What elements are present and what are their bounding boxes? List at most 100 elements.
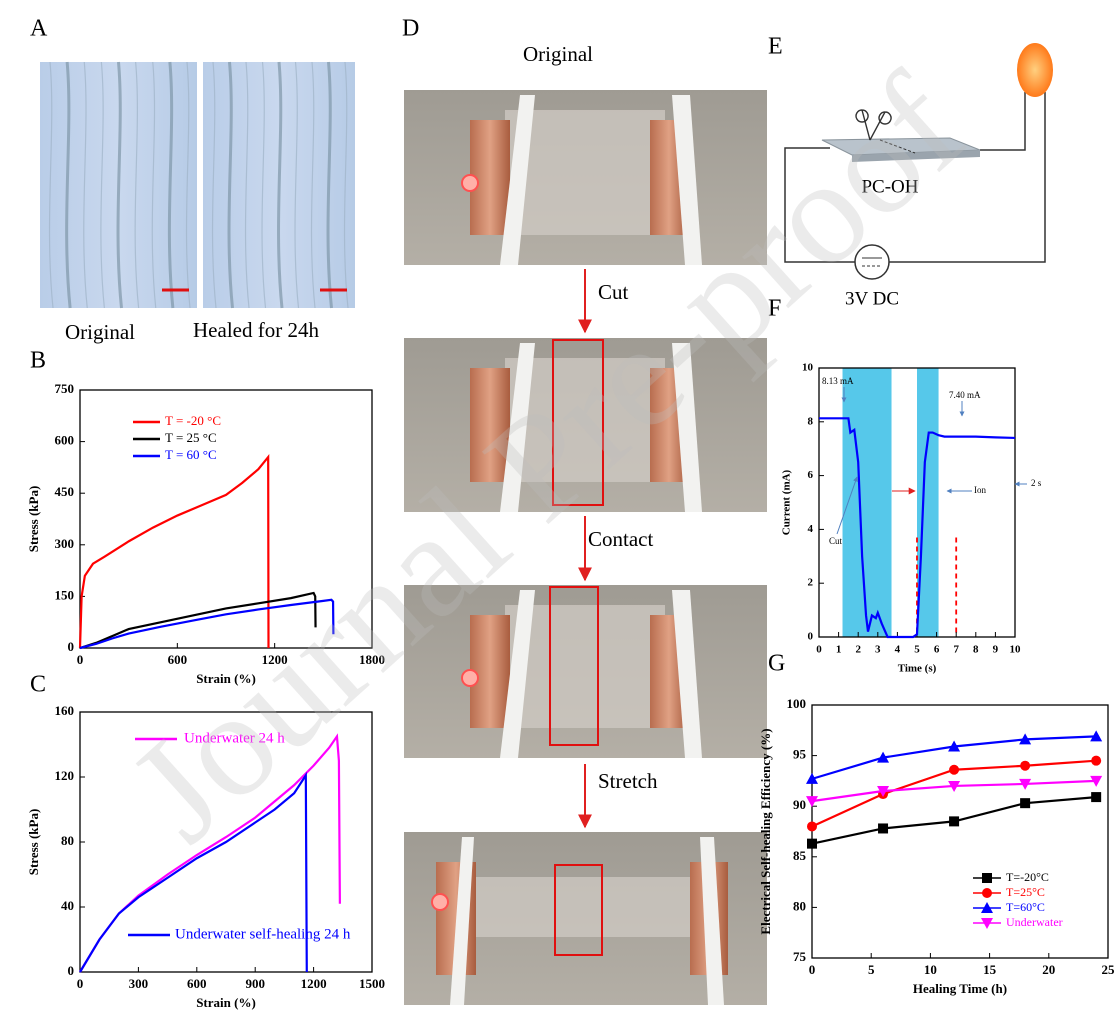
marker: [949, 765, 959, 775]
y-axis-label: Current (mA): [781, 469, 793, 535]
plot-frame: [812, 705, 1108, 958]
legend-label: T=25°C: [1006, 885, 1045, 899]
panel-label: E: [768, 34, 783, 60]
y-tick-label: 450: [55, 484, 75, 499]
marker: [982, 873, 992, 883]
x-tick-label: 15: [983, 962, 997, 977]
x-axis-label: Healing Time (h): [913, 981, 1007, 996]
x-tick-label: 300: [129, 976, 149, 991]
x-tick-label: 0: [77, 976, 84, 991]
x-tick-label: 1200: [301, 976, 327, 991]
x-tick-label: 900: [245, 976, 265, 991]
panel-label: C: [30, 672, 46, 698]
caption: Healed for 24h: [193, 318, 319, 342]
led: [462, 670, 478, 686]
annotation: 8.13 mA: [822, 376, 854, 386]
panel-label: A: [30, 16, 48, 42]
chart: 0 1 2 3 4 5 6 7 8 9 10 0 2 4 6 8 10 Time (s) Current (mA) 8…: [781, 362, 1042, 675]
marker: [1091, 756, 1101, 766]
y-axis-label: Stress (kPa): [26, 486, 41, 553]
y-tick-label: 0: [68, 639, 75, 654]
y-axis-label: Electrical Self-healing Efficiency (%): [758, 728, 773, 934]
legend-label: T=60°C: [1006, 900, 1045, 914]
y-tick-label: 600: [55, 433, 75, 448]
legend-label: T = -20 °C: [165, 413, 221, 428]
annotation: Cut: [829, 536, 843, 546]
annotation: Ion: [974, 485, 986, 495]
legend-label: T = 60 °C: [165, 447, 217, 462]
y-tick-label: 750: [55, 381, 75, 396]
x-tick-label: 600: [168, 652, 188, 667]
x-axis-label: Strain (%): [196, 995, 256, 1010]
annotation: 7.40 mA: [949, 390, 981, 400]
y-tick-label: 85: [793, 848, 807, 863]
y-tick-label: 6: [808, 469, 814, 481]
y-tick-label: 90: [793, 797, 806, 812]
y-tick-label: 0: [68, 963, 75, 978]
legend-label: T=-20°C: [1006, 870, 1049, 884]
step-label: Contact: [588, 527, 653, 551]
y-tick-label: 95: [793, 747, 807, 762]
marker: [878, 823, 888, 833]
annotation: 2 s: [1031, 478, 1042, 488]
caption: Original: [65, 320, 135, 344]
x-tick-label: 600: [187, 976, 207, 991]
gel: [450, 877, 715, 937]
x-tick-label: 1: [836, 644, 842, 656]
legend-label: Underwater: [1006, 915, 1063, 929]
x-tick-label: 20: [1042, 962, 1055, 977]
y-tick-label: 40: [61, 898, 74, 913]
marker: [1020, 761, 1030, 771]
x-tick-label: 5: [914, 644, 920, 656]
marker: [949, 816, 959, 826]
x-tick-label: 1500: [359, 976, 385, 991]
x-tick-label: 8: [973, 644, 979, 656]
x-tick-label: 10: [1010, 644, 1022, 656]
x-tick-label: 0: [77, 652, 84, 667]
shaded-region: [917, 368, 939, 637]
panel-label: D: [402, 16, 419, 42]
y-tick-label: 80: [61, 833, 74, 848]
shaded-region: [843, 368, 892, 637]
y-tick-label: 300: [55, 536, 75, 551]
marker: [807, 821, 817, 831]
step-label: Stretch: [598, 769, 658, 793]
y-tick-label: 4: [808, 523, 814, 535]
x-tick-label: 5: [868, 962, 875, 977]
y-tick-label: 2: [808, 577, 814, 589]
x-tick-label: 0: [809, 962, 816, 977]
led: [462, 175, 478, 191]
step-label: Original: [523, 42, 593, 66]
x-tick-label: 7: [953, 644, 959, 656]
x-tick-label: 2: [855, 644, 861, 656]
y-axis-label: Stress (kPa): [26, 809, 41, 876]
marker: [807, 839, 817, 849]
x-tick-label: 4: [895, 644, 901, 656]
y-tick-label: 100: [787, 696, 807, 711]
legend-label: T = 25 °C: [165, 430, 217, 445]
y-tick-label: 75: [793, 949, 807, 964]
legend-label: Underwater self-healing 24 h: [175, 926, 351, 942]
led: [432, 894, 448, 910]
y-tick-label: 80: [793, 898, 806, 913]
x-tick-label: 0: [816, 644, 822, 656]
marker: [1091, 792, 1101, 802]
y-tick-label: 10: [802, 362, 814, 374]
panel-label: G: [768, 651, 785, 677]
y-tick-label: 120: [55, 768, 75, 783]
y-tick-label: 150: [55, 587, 75, 602]
x-tick-label: 10: [924, 962, 937, 977]
marker: [982, 888, 992, 898]
marker: [1020, 798, 1030, 808]
led-bulb: [1017, 43, 1053, 97]
x-axis-label: Time (s): [898, 663, 937, 675]
x-tick-label: 6: [934, 644, 940, 656]
y-tick-label: 160: [55, 703, 75, 718]
y-tick-label: 0: [808, 631, 814, 643]
x-tick-label: 3: [875, 644, 881, 656]
y-tick-label: 8: [808, 415, 814, 427]
x-tick-label: 9: [993, 644, 999, 656]
panel-label: B: [30, 348, 46, 374]
